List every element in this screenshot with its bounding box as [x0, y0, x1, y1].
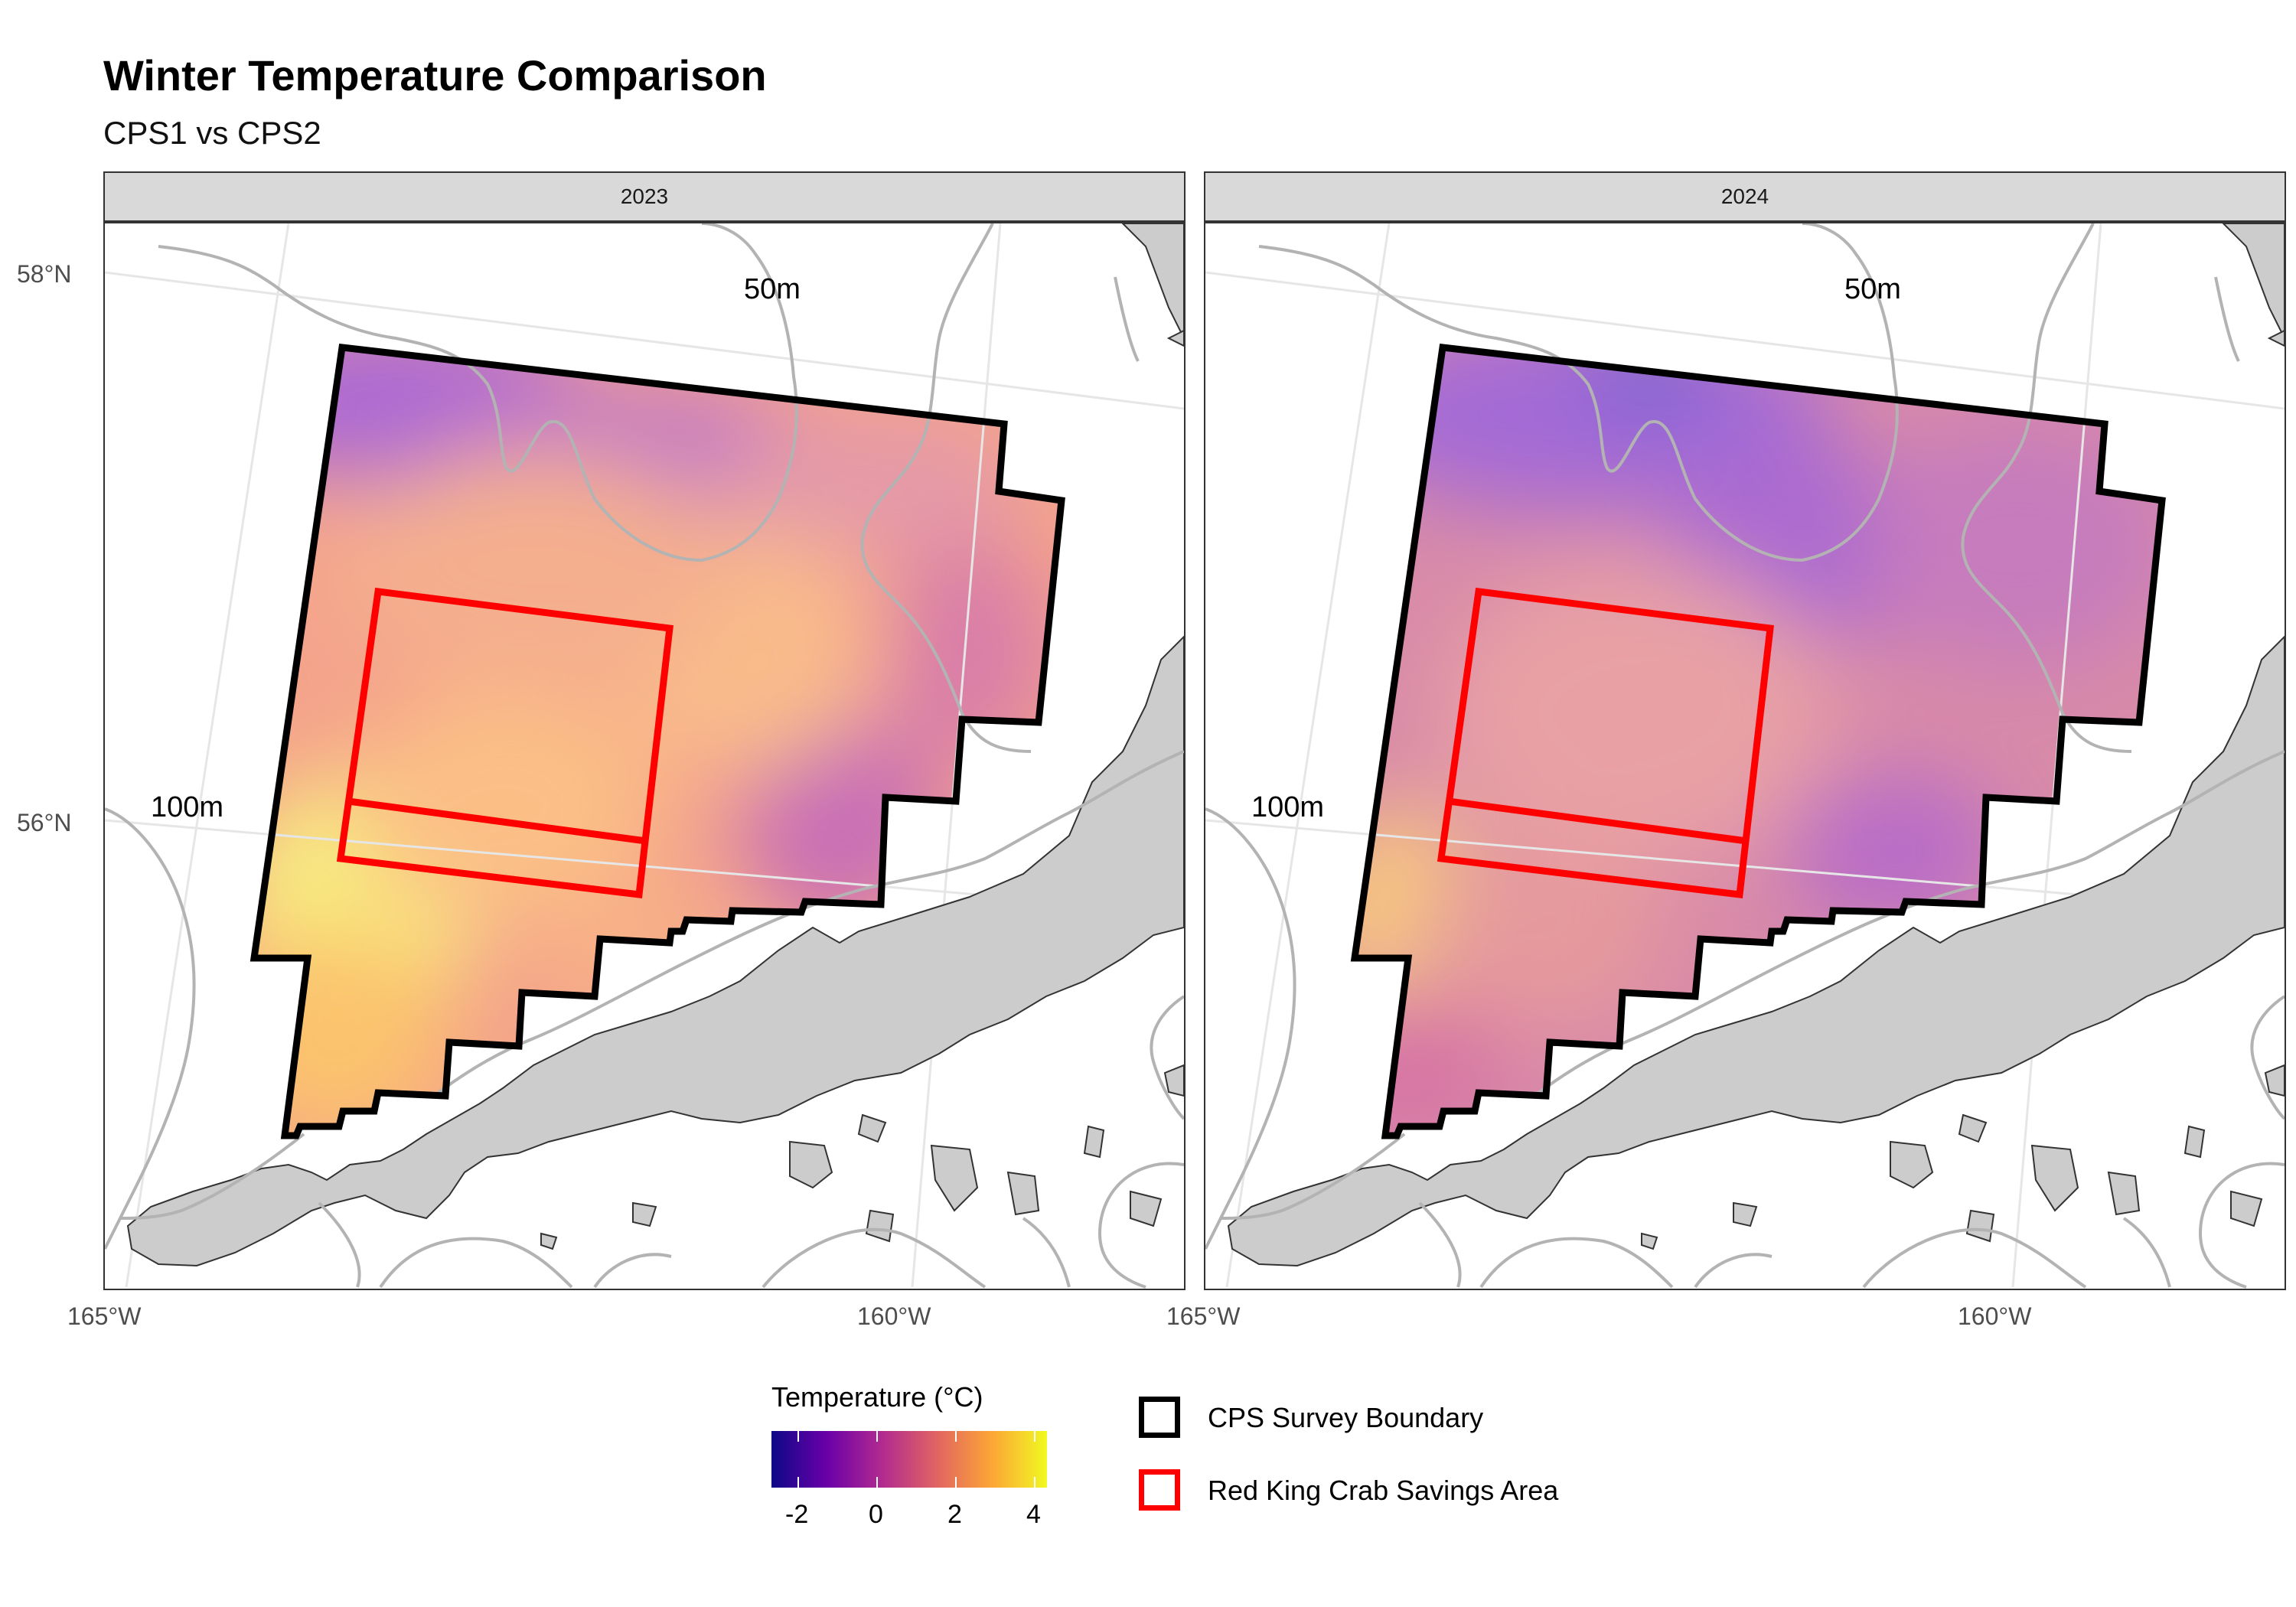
lon-label-165-left: 165°W — [67, 1302, 142, 1330]
lon-label-160-left: 160°W — [857, 1302, 931, 1330]
depth-label-100m-2024: 100m — [1251, 791, 1324, 823]
colorbar — [771, 1431, 1047, 1488]
lon-label-160-right: 160°W — [1958, 1302, 2032, 1330]
colorbar-tick-label: -2 — [785, 1500, 809, 1529]
colorbar-tick-label: 0 — [869, 1500, 883, 1529]
depth-label-100m-2023: 100m — [151, 791, 223, 823]
chart-subtitle: CPS1 vs CPS2 — [103, 115, 321, 151]
legend-key-rkc-savings — [1139, 1469, 1180, 1511]
map-2024: 50m 100m — [1204, 222, 2286, 1290]
map-2023-svg: 50m 100m — [105, 223, 1184, 1289]
depth-label-50m-2023: 50m — [744, 273, 801, 305]
chart-title: Winter Temperature Comparison — [103, 51, 767, 99]
legend-label-rkc-savings: Red King Crab Savings Area — [1208, 1475, 1559, 1506]
panel-2024: 2024 50m 100m — [1204, 171, 2286, 1290]
colorbar-title: Temperature (°C) — [771, 1381, 983, 1413]
map-2023: 50m 100m — [103, 222, 1186, 1290]
lon-label-165-right: 165°W — [1166, 1302, 1241, 1330]
legend-key-cps-boundary — [1139, 1397, 1180, 1438]
panel-strip-2023: 2023 — [103, 171, 1186, 222]
map-2024-svg: 50m 100m — [1205, 223, 2285, 1289]
panel-2023: 2023 — [103, 171, 1186, 1290]
colorbar-tick-label: 2 — [947, 1500, 962, 1529]
colorbar-tick-label: 4 — [1026, 1500, 1041, 1529]
depth-label-50m-2024: 50m — [1844, 273, 1901, 305]
legend-label-cps-boundary: CPS Survey Boundary — [1208, 1402, 1484, 1433]
lat-label-56: 56°N — [17, 809, 72, 836]
lat-label-58: 58°N — [17, 260, 72, 288]
panel-strip-2024: 2024 — [1204, 171, 2286, 222]
